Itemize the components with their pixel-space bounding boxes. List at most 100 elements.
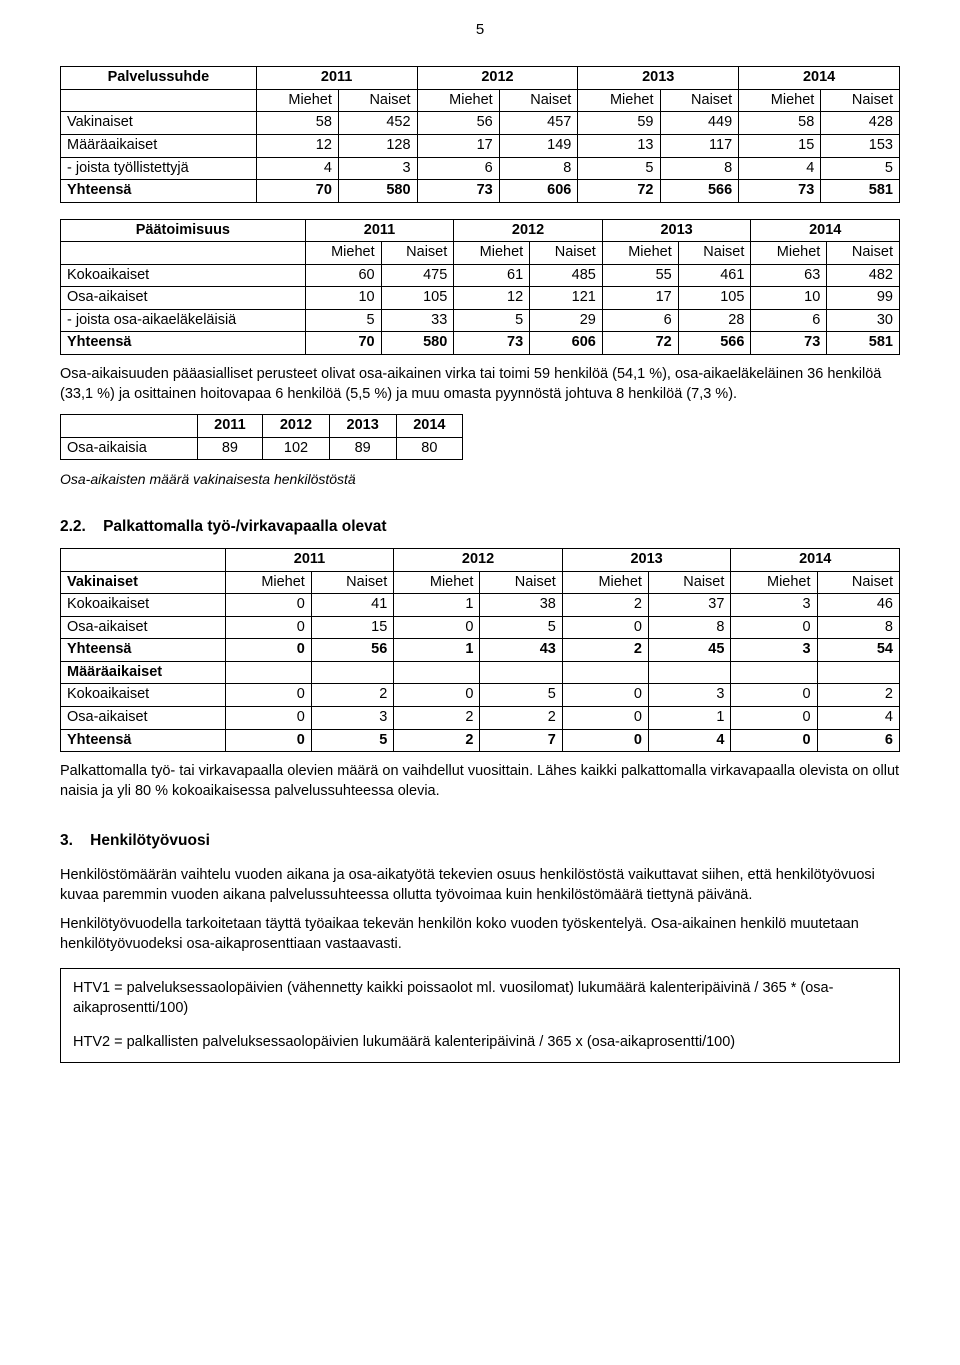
cell: 73 xyxy=(417,180,499,203)
cell: Vakinaiset xyxy=(61,571,226,594)
cell: 43 xyxy=(480,639,562,662)
cell: 0 xyxy=(562,616,648,639)
cell: 0 xyxy=(731,684,817,707)
cell: 8 xyxy=(660,157,739,180)
cell: 457 xyxy=(499,112,578,135)
cell: 0 xyxy=(562,707,648,730)
t2-blank xyxy=(61,242,306,265)
cell: Yhteensä xyxy=(61,639,226,662)
cell: 5 xyxy=(311,729,393,752)
cell: 3 xyxy=(338,157,417,180)
cell: 0 xyxy=(225,594,311,617)
cell xyxy=(731,661,817,684)
cell: 5 xyxy=(305,309,381,332)
section-title: Henkilötyövuosi xyxy=(90,832,210,849)
cell: 4 xyxy=(817,707,899,730)
cell: 566 xyxy=(660,180,739,203)
htv-definition-box: HTV1 = palveluksessaolopäivien (vähennet… xyxy=(60,968,900,1063)
cell: 2011 xyxy=(197,415,263,438)
cell: 0 xyxy=(225,684,311,707)
table-row: Yhteensä 70 580 73 606 72 566 73 581 xyxy=(61,180,900,203)
paragraph-henkilotyovuosi-2: Henkilötyövuodella tarkoitetaan täyttä t… xyxy=(60,915,900,954)
cell: 449 xyxy=(660,112,739,135)
cell: 117 xyxy=(660,134,739,157)
cell: 6 xyxy=(602,309,678,332)
t1-y1: 2012 xyxy=(417,67,578,90)
cell: 89 xyxy=(197,437,263,460)
cell: 4 xyxy=(648,729,730,752)
cell: Naiset xyxy=(827,242,900,265)
cell: 2 xyxy=(817,684,899,707)
cell: 2013 xyxy=(562,549,731,572)
cell: 0 xyxy=(225,639,311,662)
cell: 606 xyxy=(499,180,578,203)
cell: 581 xyxy=(821,180,900,203)
cell: 38 xyxy=(480,594,562,617)
cell xyxy=(648,661,730,684)
cell: Miehet xyxy=(602,242,678,265)
cell: 58 xyxy=(256,112,338,135)
table-row: Vakinaiset 58 452 56 457 59 449 58 428 xyxy=(61,112,900,135)
cell: 73 xyxy=(751,332,827,355)
cell: 4 xyxy=(739,157,821,180)
cell: 12 xyxy=(454,287,530,310)
table-row: - joista työllistettyjä 4 3 6 8 5 8 4 5 xyxy=(61,157,900,180)
t1-blank xyxy=(61,89,257,112)
htv2-text: HTV2 = palkallisten palveluksessaolopäiv… xyxy=(73,1033,887,1053)
cell: 2012 xyxy=(454,219,603,242)
cell: 2014 xyxy=(751,219,900,242)
cell: 61 xyxy=(454,264,530,287)
cell: 72 xyxy=(602,332,678,355)
cell: 105 xyxy=(678,287,751,310)
cell: Naiset xyxy=(678,242,751,265)
cell: 55 xyxy=(602,264,678,287)
cell: Kokoaikaiset xyxy=(61,264,306,287)
cell: Vakinaiset xyxy=(61,112,257,135)
cell: 59 xyxy=(578,112,660,135)
cell: 102 xyxy=(263,437,330,460)
t1-title: Palvelussuhde xyxy=(61,67,257,90)
cell: 17 xyxy=(602,287,678,310)
cell: 7 xyxy=(480,729,562,752)
cell xyxy=(394,661,480,684)
section-2-2-heading: 2.2. Palkattomalla työ-/virkavapaalla ol… xyxy=(60,517,900,538)
section-number: 2.2. xyxy=(60,518,86,535)
cell: 6 xyxy=(751,309,827,332)
cell: 0 xyxy=(731,616,817,639)
cell: 2 xyxy=(311,684,393,707)
cell: 54 xyxy=(817,639,899,662)
cell: 6 xyxy=(417,157,499,180)
cell: 3 xyxy=(731,594,817,617)
cell: 5 xyxy=(480,616,562,639)
cell: 73 xyxy=(454,332,530,355)
cell: 475 xyxy=(381,264,454,287)
table-row: Määräaikaiset xyxy=(61,661,900,684)
cell: 3 xyxy=(731,639,817,662)
cell: 485 xyxy=(530,264,603,287)
cell: 29 xyxy=(530,309,603,332)
table-paatoimisuus: Päätoimisuus 2011 2012 2013 2014 Miehet … xyxy=(60,219,900,355)
t1-sc-6: Miehet xyxy=(739,89,821,112)
cell: 5 xyxy=(454,309,530,332)
page: 5 Palvelussuhde 2011 2012 2013 2014 Mieh… xyxy=(0,0,960,1103)
cell: 566 xyxy=(678,332,751,355)
cell: 0 xyxy=(731,707,817,730)
table-row: Yhteensä 0 56 1 43 2 45 3 54 xyxy=(61,639,900,662)
cell: 128 xyxy=(338,134,417,157)
t1-sc-7: Naiset xyxy=(821,89,900,112)
cell: 0 xyxy=(562,684,648,707)
cell: Naiset xyxy=(311,571,393,594)
cell: 70 xyxy=(305,332,381,355)
cell: 60 xyxy=(305,264,381,287)
cell: 72 xyxy=(578,180,660,203)
cell: 121 xyxy=(530,287,603,310)
caption-osa-aikaisten: Osa-aikaisten määrä vakinaisesta henkilö… xyxy=(60,470,900,489)
cell: 2014 xyxy=(396,415,463,438)
t1-y0: 2011 xyxy=(256,67,417,90)
cell: 606 xyxy=(530,332,603,355)
table-row: Yhteensä 0 5 2 7 0 4 0 6 xyxy=(61,729,900,752)
paragraph-osa-aikaisuus: Osa-aikaisuuden pääasialliset perusteet … xyxy=(60,365,900,404)
cell: 63 xyxy=(751,264,827,287)
htv1-text: HTV1 = palveluksessaolopäivien (vähennet… xyxy=(73,979,887,1018)
cell: - joista osa-aikaeläkeläisiä xyxy=(61,309,306,332)
